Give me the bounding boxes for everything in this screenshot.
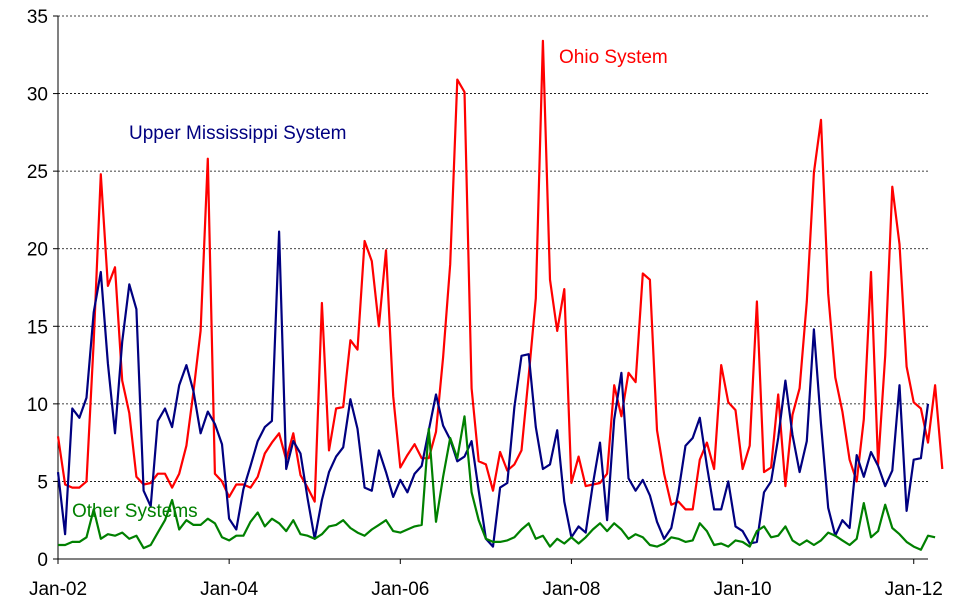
series-line-0 <box>56 39 944 511</box>
series-labels: Ohio System Upper Mississippi System Oth… <box>72 47 668 522</box>
series-line-1 <box>56 230 930 548</box>
y-tick-label: 10 <box>27 395 48 416</box>
y-tick-label: 5 <box>37 472 48 493</box>
x-tick-labels: Jan-02 Jan-04 Jan-06 Jan-08 Jan-10 Jan-12 <box>29 579 943 600</box>
y-tick-label: 0 <box>37 550 48 571</box>
x-tick-label: Jan-10 <box>714 579 772 600</box>
y-tick-label: 35 <box>27 7 48 28</box>
y-tick-labels: 0 5 10 15 20 25 30 35 <box>27 7 48 571</box>
x-tick-label: Jan-12 <box>885 579 943 600</box>
series-lines <box>56 39 944 551</box>
y-tick-label: 15 <box>27 317 48 338</box>
series-label-other: Other Systems <box>72 501 198 522</box>
x-tick-label: Jan-04 <box>200 579 259 600</box>
series-line-2 <box>58 415 936 551</box>
y-tick-label: 20 <box>27 240 48 261</box>
y-tick-label: 30 <box>27 85 48 106</box>
x-tick-label: Jan-06 <box>371 579 429 600</box>
x-tick-label: Jan-08 <box>542 579 600 600</box>
series-label-upper-mississippi: Upper Mississippi System <box>129 123 347 144</box>
gridlines <box>58 15 928 482</box>
y-tick-label: 25 <box>27 162 48 183</box>
series-label-ohio: Ohio System <box>559 47 668 68</box>
axes <box>53 15 928 564</box>
x-tick-label: Jan-02 <box>29 579 87 600</box>
